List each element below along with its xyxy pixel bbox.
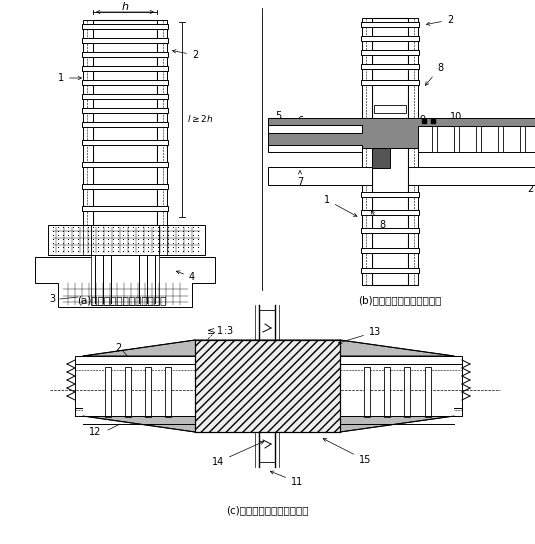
Bar <box>157 20 167 225</box>
Bar <box>498 126 503 152</box>
Bar <box>83 20 93 225</box>
Bar <box>425 367 431 417</box>
Text: 1: 1 <box>324 195 357 217</box>
Bar <box>91 225 159 255</box>
Text: 12: 12 <box>89 427 101 437</box>
Text: 15: 15 <box>323 438 371 465</box>
Bar <box>82 66 168 71</box>
Bar <box>82 94 168 99</box>
Bar <box>75 408 462 416</box>
Bar <box>362 18 372 285</box>
Bar <box>105 367 111 417</box>
Bar <box>82 80 168 85</box>
Bar <box>361 36 419 41</box>
Bar <box>384 367 390 417</box>
Bar <box>268 167 372 185</box>
Bar <box>361 64 419 69</box>
Bar <box>408 167 535 185</box>
Text: 16: 16 <box>260 381 274 391</box>
Polygon shape <box>83 340 454 356</box>
Bar <box>93 20 157 225</box>
Text: 2: 2 <box>527 184 533 194</box>
Bar <box>82 184 168 189</box>
Text: 12: 12 <box>523 135 535 145</box>
Bar <box>145 367 151 417</box>
Text: 9: 9 <box>419 115 425 125</box>
Bar <box>361 22 419 27</box>
Text: 4: 4 <box>177 271 195 282</box>
Text: 11: 11 <box>270 471 303 487</box>
Bar <box>361 192 419 197</box>
Bar <box>408 18 418 285</box>
Bar <box>195 340 340 432</box>
Text: 5: 5 <box>275 111 281 121</box>
Bar <box>361 50 419 55</box>
Bar <box>82 38 168 43</box>
Bar <box>364 367 370 417</box>
Bar <box>340 408 454 416</box>
Text: 10: 10 <box>450 112 462 122</box>
Bar <box>454 126 459 152</box>
Bar <box>91 255 159 305</box>
Bar <box>476 126 481 152</box>
Text: 8: 8 <box>371 211 385 230</box>
Bar <box>83 408 195 416</box>
Bar <box>48 225 205 255</box>
Bar <box>372 18 408 285</box>
Text: 14: 14 <box>212 441 264 467</box>
Text: 3: 3 <box>49 294 55 304</box>
Polygon shape <box>83 416 454 432</box>
Text: 2: 2 <box>115 343 121 353</box>
Text: (c)外粘型钢梁、柱节点构造: (c)外粘型钢梁、柱节点构造 <box>226 505 308 515</box>
Text: 8: 8 <box>425 63 443 85</box>
Bar <box>75 356 462 364</box>
Bar <box>404 367 410 417</box>
Bar <box>418 126 535 152</box>
Bar <box>82 140 168 145</box>
Bar <box>361 228 419 233</box>
Bar <box>83 225 91 255</box>
Polygon shape <box>35 257 215 307</box>
Text: $h$: $h$ <box>121 0 129 12</box>
Text: 11: 11 <box>374 153 386 163</box>
Text: 13: 13 <box>339 327 381 344</box>
Text: 2: 2 <box>527 123 533 133</box>
Bar <box>82 122 168 127</box>
Bar <box>159 225 167 255</box>
Text: $l\geq 2h$: $l\geq 2h$ <box>187 114 213 125</box>
Text: 2: 2 <box>172 50 198 60</box>
Text: 7: 7 <box>297 171 303 187</box>
Bar <box>361 248 419 253</box>
Bar <box>361 210 419 215</box>
Bar <box>82 162 168 167</box>
Bar <box>432 126 437 152</box>
Bar <box>361 268 419 273</box>
Bar <box>372 148 390 168</box>
Bar <box>520 126 525 152</box>
Bar <box>82 206 168 211</box>
Text: 7: 7 <box>323 122 329 132</box>
Bar <box>361 80 419 85</box>
Text: 2: 2 <box>426 15 453 26</box>
Text: (a)外粘型钢柱、基础节点构造: (a)外粘型钢柱、基础节点构造 <box>78 295 167 305</box>
Bar <box>268 118 535 148</box>
Bar <box>83 356 195 364</box>
Bar <box>268 145 362 152</box>
Bar <box>340 356 454 364</box>
Text: 1: 1 <box>58 73 81 83</box>
Bar <box>125 367 131 417</box>
Bar <box>82 52 168 57</box>
Text: $\leq$1:3: $\leq$1:3 <box>205 324 234 336</box>
Text: 6: 6 <box>297 116 303 126</box>
Bar <box>82 24 168 29</box>
Text: (b)外粘型钢梁、柱节点构造: (b)外粘型钢梁、柱节点构造 <box>358 295 442 305</box>
Bar <box>268 125 362 133</box>
Bar <box>82 108 168 113</box>
Bar <box>165 367 171 417</box>
Bar <box>374 105 406 113</box>
